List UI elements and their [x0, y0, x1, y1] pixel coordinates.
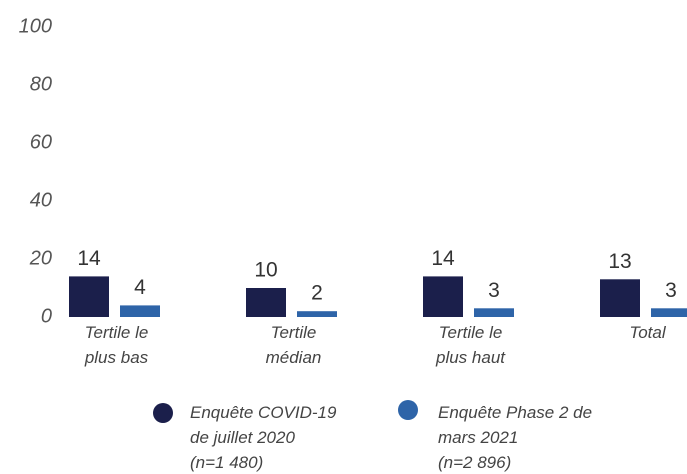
- legend-label: Enquête Phase 2 de mars 2021 (n=2 896): [438, 403, 593, 472]
- legend-marker: [153, 403, 173, 423]
- bar: [651, 308, 687, 317]
- y-tick-label: 0: [41, 305, 52, 327]
- x-tick-label: Tertile le plus haut: [436, 323, 505, 367]
- value-label: 3: [665, 279, 677, 302]
- y-tick-label: 60: [30, 131, 52, 153]
- value-label: 3: [488, 279, 500, 302]
- bar: [297, 311, 337, 317]
- value-label: 14: [431, 247, 455, 270]
- x-tick-label: Total: [629, 323, 666, 342]
- value-label: 4: [134, 276, 146, 299]
- bar: [246, 288, 286, 317]
- value-label: 14: [77, 247, 101, 270]
- legend-marker: [398, 400, 418, 420]
- x-tick-label: Tertile le plus bas: [84, 323, 149, 367]
- legend-label: Enquête COVID-19 de juillet 2020 (n=1 48…: [190, 403, 337, 472]
- bar: [120, 305, 160, 317]
- y-tick-label: 80: [30, 73, 52, 95]
- value-label: 2: [311, 282, 323, 305]
- bar: [423, 276, 463, 317]
- y-tick-label: 40: [30, 189, 52, 211]
- bar: [474, 308, 514, 317]
- value-label: 10: [254, 259, 277, 282]
- y-tick-label: 100: [19, 15, 52, 37]
- bar: [69, 276, 109, 317]
- bar: [600, 279, 640, 317]
- y-tick-label: 20: [29, 247, 52, 269]
- x-tick-label: Tertile médian: [265, 323, 322, 367]
- value-label: 13: [608, 250, 631, 273]
